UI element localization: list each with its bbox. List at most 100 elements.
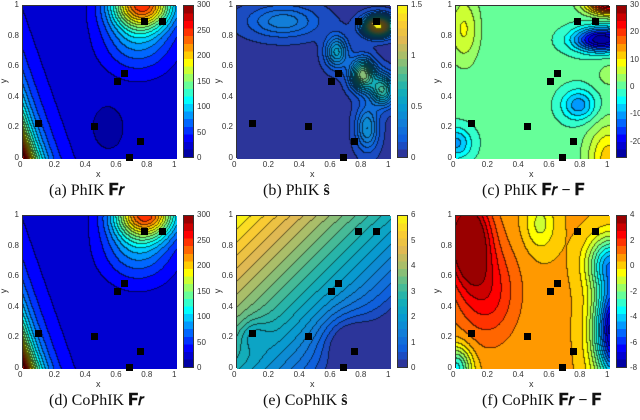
colorbar-b: [397, 5, 408, 158]
x-tick-label: 0: [18, 370, 23, 379]
y-tick-label: 1: [228, 210, 233, 219]
y-tick-label: 0.6: [7, 271, 19, 281]
x-tick-label: 1: [172, 370, 177, 379]
observation-marker: [136, 348, 144, 356]
y-tick-label: 1: [14, 0, 19, 9]
colorbar-tick-label: 0: [630, 81, 635, 91]
observation-marker: [554, 280, 562, 288]
x-tick-label: 0.2: [481, 160, 493, 169]
colorbar-tick-label: 20: [630, 27, 639, 37]
y-tick-label: 1: [14, 210, 19, 219]
contour-field-c: [456, 6, 610, 159]
y-tick-label: 0: [447, 363, 452, 372]
colorbar-tick-label: 0: [411, 153, 416, 162]
x-tick-label: 0.2: [48, 370, 60, 379]
observation-marker: [574, 227, 582, 235]
colorbar-tick-label: 250: [197, 235, 211, 245]
observation-marker: [569, 348, 577, 356]
plot-area-d: [22, 215, 177, 371]
colorbar-tick-label: 5: [411, 235, 416, 245]
x-tick-label: 0.2: [262, 160, 274, 169]
caption-e: (e) CoPhIK ŝ: [263, 392, 347, 410]
x-axis-label: x: [529, 169, 534, 179]
x-tick-label: 0.2: [262, 370, 274, 379]
x-tick-label: 0.4: [512, 160, 524, 169]
x-axis-label: x: [96, 379, 101, 389]
y-axis-label: y: [212, 288, 223, 293]
observation-marker: [248, 120, 256, 128]
observation-marker: [339, 363, 347, 371]
colorbar-tick-label: 0: [411, 363, 416, 372]
observation-marker: [34, 330, 42, 338]
contour-field-b: [237, 6, 391, 159]
caption-label: (a) PhIK: [49, 182, 105, 199]
colorbar-tick-label: 0: [197, 153, 202, 162]
x-tick-label: 0.6: [324, 370, 336, 379]
observation-marker: [592, 227, 600, 235]
colorbar-tick-label: 2: [630, 235, 635, 245]
observation-marker: [574, 17, 582, 25]
observation-marker: [558, 153, 566, 161]
caption-c: (c) PhIK 𝐅𝑟 − 𝐅: [482, 182, 585, 200]
colorbar-c: [616, 5, 627, 158]
observation-marker: [327, 288, 335, 295]
y-tick-label: 0: [447, 153, 452, 162]
colorbar-tick-label: -4: [630, 312, 638, 321]
x-tick-label: 0.6: [324, 160, 336, 169]
observation-marker: [592, 17, 600, 25]
y-tick-label: 1: [447, 210, 452, 219]
y-tick-label: 0.8: [440, 30, 452, 40]
caption-b: (b) PhIK ŝ: [263, 182, 330, 200]
y-tick-label: 0.6: [221, 271, 233, 281]
y-tick-label: 0.2: [221, 122, 233, 132]
y-tick-label: 0.2: [440, 332, 452, 342]
y-axis-label: y: [0, 288, 8, 293]
observation-marker: [121, 70, 129, 78]
caption-label: (d) CoPhIK: [49, 392, 125, 409]
x-tick-label: 0: [451, 160, 456, 169]
caption-label: (e) CoPhIK: [263, 392, 338, 409]
y-axis-label: y: [0, 78, 8, 83]
observation-marker: [248, 330, 256, 338]
observation-marker: [113, 288, 121, 295]
x-tick-label: 0.4: [293, 160, 305, 169]
caption-f: (f) CoPhIK 𝐅𝑟 − 𝐅: [482, 392, 602, 410]
observation-marker: [373, 17, 381, 25]
colorbar-d: [183, 215, 194, 368]
observation-marker: [335, 280, 343, 288]
caption-math: 𝐅𝑟: [128, 392, 144, 409]
colorbar-tick-label: -8: [630, 363, 638, 372]
observation-marker: [125, 363, 133, 371]
x-tick-label: 0.8: [574, 370, 586, 379]
colorbar-tick-label: 150: [197, 286, 211, 296]
y-tick-label: 0: [228, 363, 233, 372]
observation-marker: [121, 280, 129, 288]
colorbar-tick-label: 4: [630, 210, 635, 219]
plot-area-c: [455, 5, 610, 161]
contour-field-e: [237, 216, 391, 369]
x-axis-label: x: [529, 379, 534, 389]
observation-marker: [159, 17, 167, 25]
colorbar-tick-label: 0: [630, 261, 635, 270]
x-tick-label: 0.6: [110, 370, 122, 379]
caption-label: (f) CoPhIK: [482, 392, 555, 409]
y-tick-label: 0.8: [221, 30, 233, 40]
caption-label: (c) PhIK: [482, 182, 538, 199]
y-tick-label: 0.2: [440, 122, 452, 132]
colorbar-tick-label: -6: [630, 337, 638, 347]
observation-marker: [141, 17, 149, 25]
x-tick-label: 0.4: [512, 370, 524, 379]
observation-marker: [304, 123, 312, 131]
observation-marker: [350, 138, 358, 146]
observation-marker: [546, 288, 554, 295]
x-tick-label: 0.4: [293, 370, 305, 379]
y-tick-label: 0: [14, 363, 19, 372]
y-tick-label: 0.8: [440, 240, 452, 250]
plot-area-b: [236, 5, 391, 161]
observation-marker: [339, 153, 347, 161]
caption-math: 𝐅𝑟 − 𝐅: [541, 182, 585, 199]
observation-marker: [355, 227, 363, 235]
y-tick-label: 0.8: [7, 240, 19, 250]
colorbar-tick-label: 1.5: [411, 0, 423, 9]
